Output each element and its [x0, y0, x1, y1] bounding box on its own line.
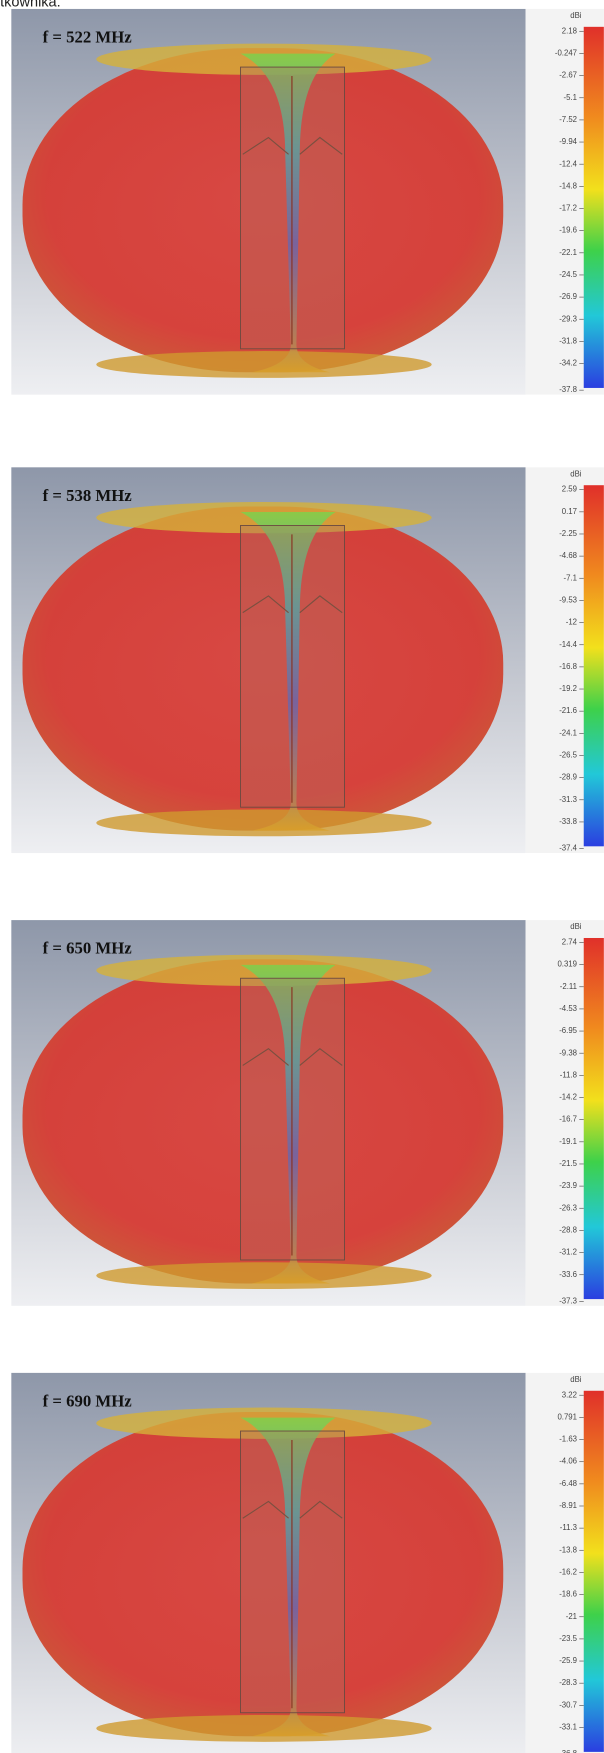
colorbar-label: -4.06 — [559, 1457, 577, 1466]
colorbar-label: -22.1 — [559, 248, 577, 257]
colorbar-unit: dBi — [570, 1375, 582, 1384]
colorbar-label: -4.53 — [559, 1004, 577, 1013]
colorbar — [584, 1391, 604, 1752]
colorbar-label: -34.2 — [559, 359, 577, 368]
colorbar — [584, 27, 604, 388]
colorbar-label: -2.11 — [560, 982, 577, 991]
colorbar-label: -21 — [566, 1612, 577, 1621]
colorbar-label: -37.3 — [559, 1296, 577, 1305]
colorbar-label: -31.8 — [559, 336, 577, 345]
colorbar-label: -7.1 — [564, 573, 577, 582]
colorbar-label: -26.9 — [559, 292, 577, 301]
colorbar-label: -24.1 — [559, 728, 577, 737]
colorbar-label: -17.2 — [559, 204, 577, 213]
colorbar-label: -28.3 — [559, 1678, 577, 1687]
colorbar-label: -33.6 — [559, 1270, 577, 1279]
colorbar-label: -31.2 — [559, 1248, 577, 1257]
panel: f = 650 MHz dBi 2.74 0.319 -2.11 -4.53 -6.95 -9… — [11, 920, 604, 1306]
colorbar-unit: dBi — [570, 922, 582, 931]
colorbar-label: -9.38 — [559, 1048, 577, 1057]
panel: f = 522 MHz dBi 2.18 -0.247 -2.67 -5.1 -7.52 -9… — [11, 9, 604, 395]
colorbar-label: -19.6 — [559, 226, 577, 235]
colorbar-label: -16.2 — [559, 1568, 577, 1577]
colorbar-label: -14.4 — [559, 640, 577, 649]
colorbar-label: -11.3 — [560, 1523, 577, 1532]
colorbar-unit: dBi — [570, 11, 582, 20]
colorbar-label: -26.5 — [559, 751, 577, 760]
colorbar-label: -33.1 — [559, 1723, 577, 1732]
colorbar-label: -21.5 — [559, 1159, 577, 1168]
colorbar-label: -2.67 — [559, 71, 577, 80]
frequency-label: f = 522 MHz — [43, 27, 133, 46]
colorbar-label: -14.2 — [559, 1093, 577, 1102]
colorbar-label: 0.319 — [557, 960, 577, 969]
colorbar-label: -13.8 — [559, 1545, 577, 1554]
page: tkownika: f = 522 MHzdBi2.18-0.247-2.67-… — [0, 0, 604, 1753]
colorbar-label: -16.8 — [559, 662, 577, 671]
colorbar-label: -29.3 — [559, 314, 577, 323]
colorbar-label: -28.9 — [559, 773, 577, 782]
colorbar-label: 2.74 — [562, 938, 578, 947]
lobe-bottom-cap — [96, 1715, 431, 1742]
colorbar-label: -26.3 — [559, 1203, 577, 1212]
colorbar-label: -14.8 — [559, 181, 577, 190]
colorbar-label: -33.8 — [559, 817, 577, 826]
colorbar-label: 0.791 — [557, 1412, 577, 1421]
colorbar-label: -6.95 — [559, 1026, 577, 1035]
colorbar-label: -36.8 — [559, 1749, 577, 1753]
colorbar-label: 3.22 — [562, 1390, 577, 1399]
colorbar-label: -0.247 — [555, 49, 577, 58]
colorbar-label: -9.53 — [559, 595, 577, 604]
colorbar-label: -18.6 — [559, 1590, 577, 1599]
colorbar-unit: dBi — [570, 469, 582, 478]
colorbar-label: -1.63 — [559, 1435, 577, 1444]
colorbar-label: -23.5 — [559, 1634, 577, 1643]
colorbar-label: -24.5 — [559, 270, 577, 279]
colorbar-label: -19.1 — [559, 1137, 577, 1146]
colorbar-label: -9.94 — [559, 137, 577, 146]
colorbar-label: 2.59 — [562, 485, 577, 494]
colorbar — [584, 938, 604, 1299]
colorbar-label: 0.17 — [562, 507, 577, 516]
colorbar-label: -25.9 — [559, 1656, 577, 1665]
colorbar-label: -12 — [566, 618, 577, 627]
colorbar-label: -37.4 — [559, 844, 577, 853]
colorbar-label: 2.18 — [562, 26, 577, 35]
panel: f = 690 MHz dBi 3.22 0.791 -1.63 -4.06 -6.48 -8… — [11, 1373, 604, 1753]
colorbar-label: -31.3 — [559, 795, 577, 804]
colorbar-label: -23.9 — [559, 1181, 577, 1190]
colorbar — [584, 485, 604, 846]
frequency-label: f = 538 MHz — [43, 486, 133, 505]
colorbar-label: -5.1 — [564, 93, 577, 102]
frequency-label: f = 650 MHz — [43, 939, 133, 958]
colorbar-label: -12.4 — [559, 159, 577, 168]
colorbar-label: -21.6 — [559, 706, 577, 715]
colorbar-label: -6.48 — [559, 1479, 577, 1488]
figure: tkownika: f = 522 MHzdBi2.18-0.247-2.67-… — [0, 0, 604, 1753]
colorbar-label: -4.68 — [559, 551, 577, 560]
lobe-bottom-cap — [96, 809, 431, 836]
lobe-bottom-cap — [96, 1262, 431, 1289]
colorbar-label: -37.8 — [559, 385, 577, 394]
colorbar-label: -19.2 — [559, 684, 577, 693]
colorbar-label: -28.8 — [559, 1225, 577, 1234]
panel: f = 538 MHz dBi 2.59 0.17 -2.25 -4.68 -7.1 -9.5… — [11, 467, 604, 853]
lobe-bottom-cap — [96, 351, 431, 378]
frequency-label: f = 690 MHz — [43, 1391, 133, 1410]
colorbar-label: -30.7 — [559, 1700, 577, 1709]
colorbar-label: -7.52 — [559, 115, 577, 124]
colorbar-label: -16.7 — [559, 1115, 577, 1124]
colorbar-label: -8.91 — [559, 1501, 577, 1510]
colorbar-label: -11.8 — [560, 1070, 577, 1079]
colorbar-label: -2.25 — [559, 529, 577, 538]
